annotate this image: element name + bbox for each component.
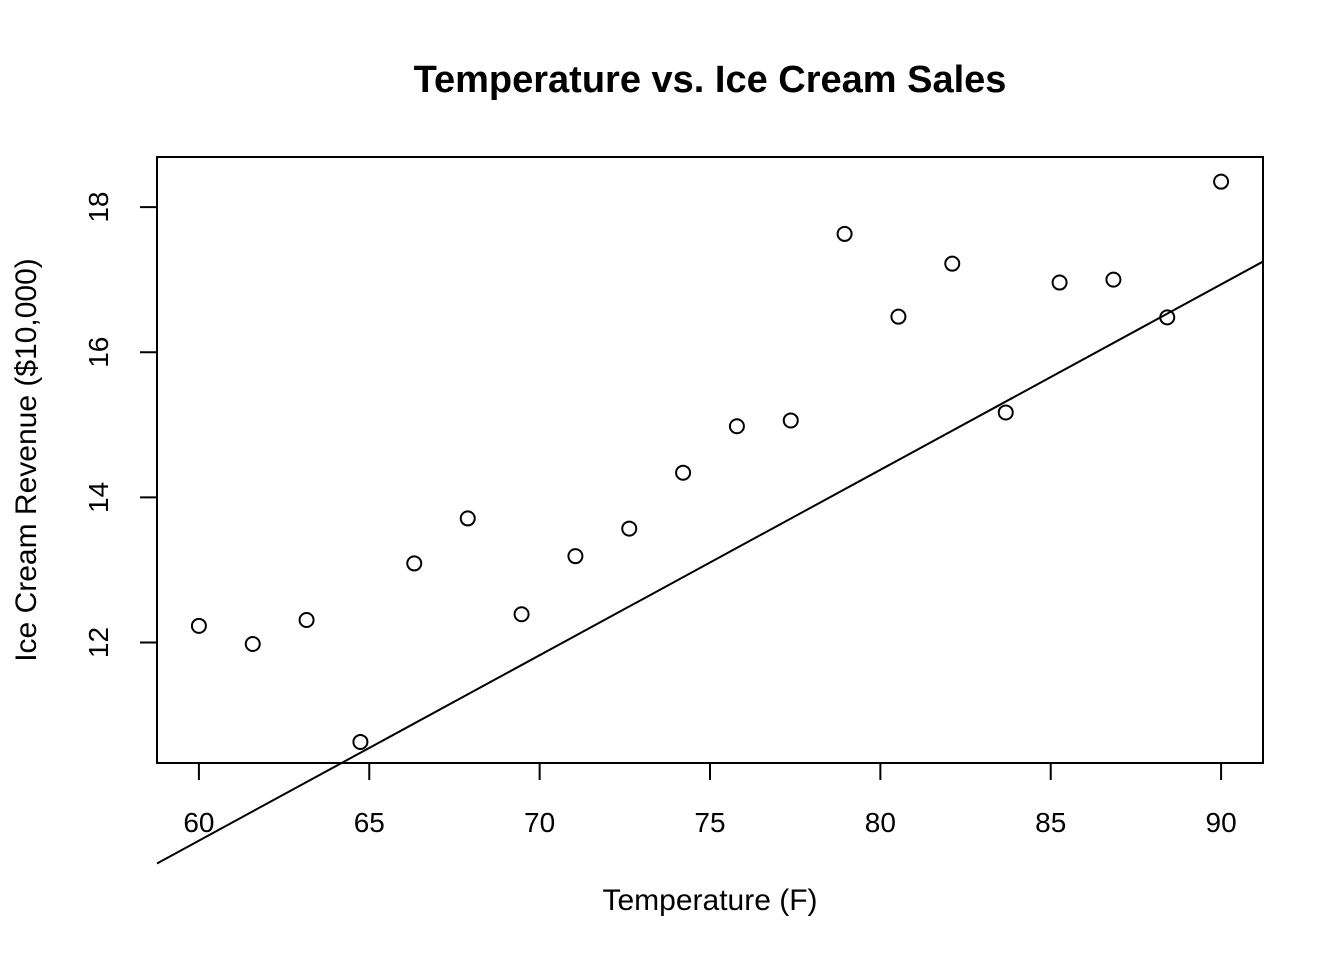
data-point [675,464,692,481]
data-point [1213,173,1230,190]
data-point [621,520,638,537]
data-point [459,510,476,527]
y-axis-label: Ice Cream Revenue ($10,000) [10,258,43,662]
data-point [728,418,745,435]
x-tick-label: 85 [1035,807,1066,838]
x-axis: 60 65 70 75 80 85 90 [183,762,1237,838]
data-point [352,733,369,750]
x-axis-label: Temperature (F) [602,884,817,917]
data-points [190,173,1230,750]
data-point [298,612,315,629]
data-point [997,404,1014,421]
x-tick-label: 70 [524,807,555,838]
y-axis: 12 14 16 18 [83,191,158,658]
plot-area [156,156,1264,865]
x-tick-label: 65 [354,807,385,838]
data-point [1051,274,1068,291]
x-tick-label: 80 [865,807,896,838]
data-point [513,606,530,623]
x-tick-label: 75 [694,807,725,838]
data-point [1159,309,1176,326]
data-point [567,548,584,565]
chart-title: Temperature vs. Ice Cream Sales [414,59,1007,101]
data-point [836,225,853,242]
x-tick-label: 60 [183,807,214,838]
y-tick-label: 18 [83,191,114,222]
y-tick-label: 12 [83,627,114,658]
y-tick-label: 14 [83,482,114,513]
x-tick-label: 90 [1206,807,1237,838]
plot-frame [156,156,1264,764]
data-point [244,635,261,652]
data-point [406,555,423,572]
data-point [944,255,961,272]
data-point [1105,271,1122,288]
data-point [190,617,207,634]
data-point [890,308,907,325]
data-point [782,412,799,429]
y-tick-label: 16 [83,337,114,368]
